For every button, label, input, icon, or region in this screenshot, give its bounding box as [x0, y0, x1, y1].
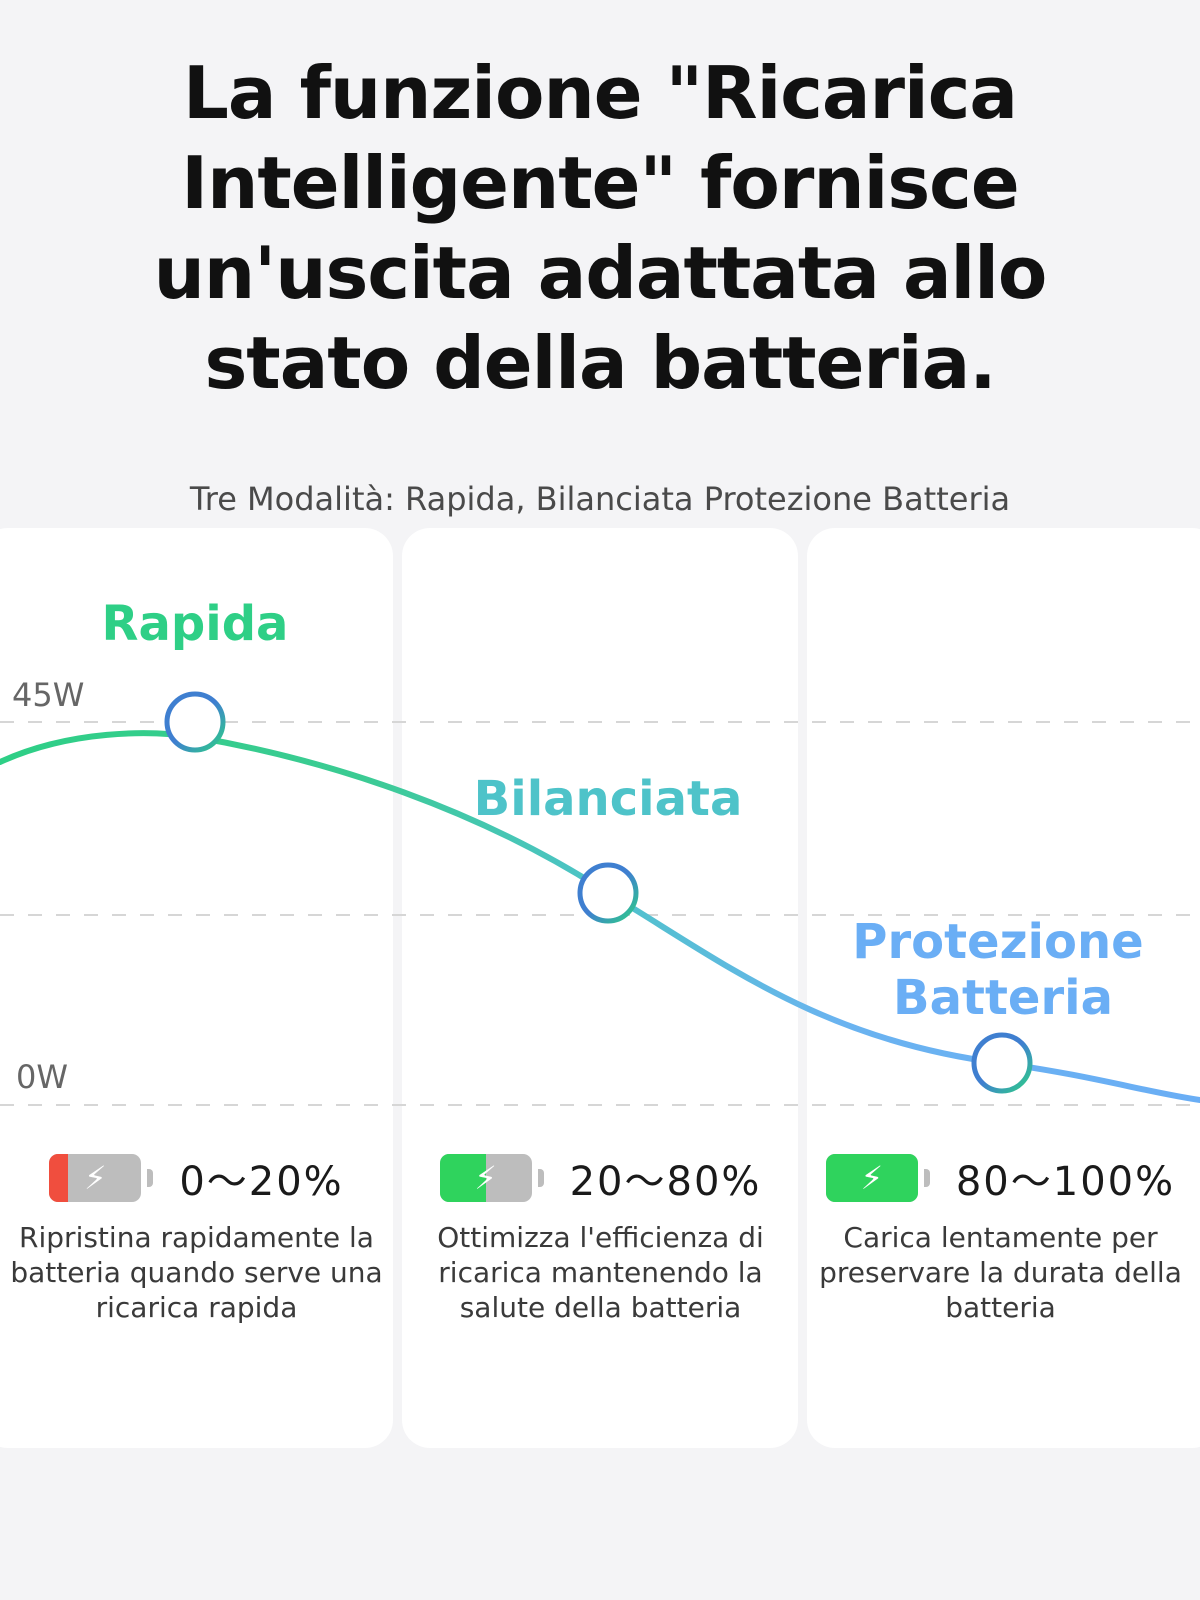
mode-label-protezione-line1: Protezione [852, 914, 1143, 970]
battery-charging-icon: ⚡ [439, 1154, 532, 1202]
marker-protezione [971, 1032, 1033, 1094]
mode-info-rapida: ⚡ 0～20% Ripristina rapidamente la batter… [4, 1150, 389, 1325]
battery-charging-icon: ⚡ [825, 1154, 918, 1202]
description-rapida: Ripristina rapidamente la batteria quand… [10, 1221, 383, 1324]
mode-label-bilanciata: Bilanciata [474, 771, 743, 827]
description-bilanciata: Ottimizza l'efficienza di ricarica mante… [437, 1221, 764, 1324]
mode-card-bilanciata [402, 528, 798, 1448]
mode-info-protezione: ⚡ 80～100% Carica lentamente per preserva… [808, 1150, 1193, 1325]
lightning-bolt-icon: ⚡ [860, 1159, 884, 1197]
range-bilanciata: 20～80% [569, 1159, 762, 1205]
battery-charging-icon: ⚡ [49, 1154, 142, 1202]
axis-label-45w: 45W [12, 676, 84, 714]
axis-label-0w: 0W [16, 1058, 68, 1096]
lightning-bolt-icon: ⚡ [474, 1159, 497, 1197]
headline: La funzione "Ricarica Intelligente" forn… [153, 51, 1048, 405]
marker-rapida [164, 691, 226, 753]
marker-bilanciata [577, 862, 639, 924]
mode-label-protezione-line2: Batteria [893, 970, 1113, 1026]
range-rapida: 0～20% [179, 1159, 344, 1205]
mode-card-protezione [807, 528, 1200, 1448]
mode-card-rapida [0, 528, 393, 1448]
subtitle: Tre Modalità: Rapida, Bilanciata Protezi… [189, 480, 1011, 518]
mode-label-rapida: Rapida [102, 596, 289, 652]
lightning-bolt-icon: ⚡ [84, 1159, 107, 1197]
mode-info-bilanciata: ⚡ 20～80% Ottimizza l'efficienza di ricar… [408, 1150, 793, 1325]
description-protezione: Carica lentamente per preservare la dura… [819, 1221, 1182, 1324]
range-protezione: 80～100% [955, 1159, 1176, 1205]
